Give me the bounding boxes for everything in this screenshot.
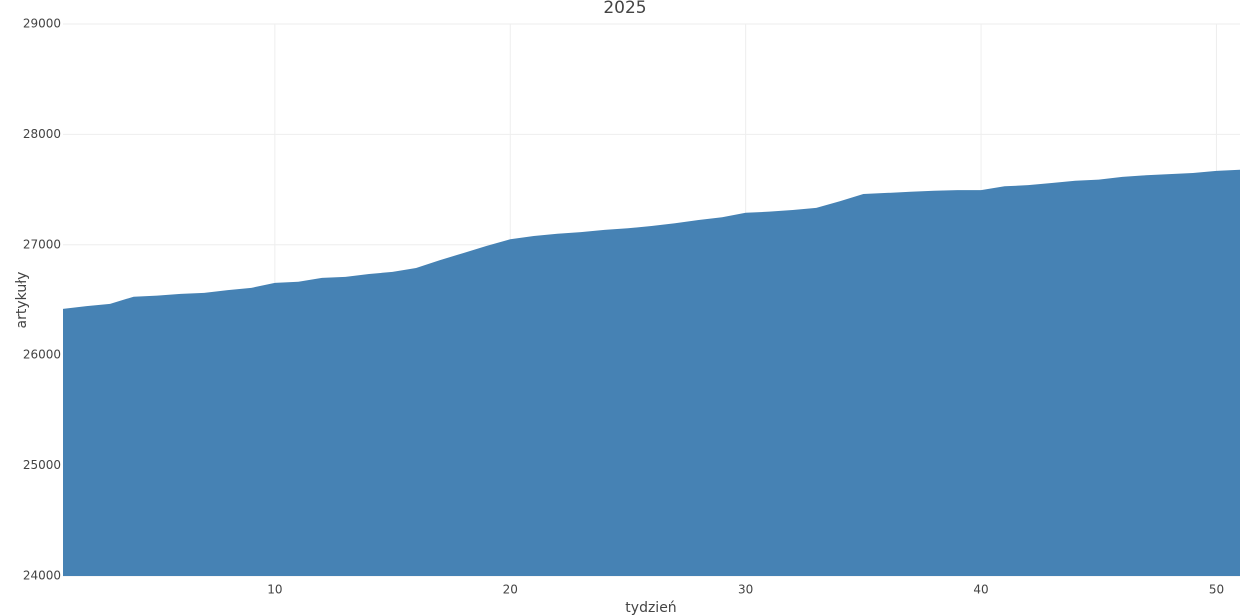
x-axis-title: tydzień bbox=[625, 600, 676, 616]
x-tick-label: 50 bbox=[1209, 583, 1224, 597]
chart-title: 2025 bbox=[603, 0, 646, 18]
x-tick-label: 30 bbox=[738, 583, 753, 597]
y-tick-label: 24000 bbox=[23, 569, 61, 583]
x-tick-label: 10 bbox=[267, 583, 282, 597]
y-tick-label: 28000 bbox=[23, 127, 61, 141]
y-tick-label: 29000 bbox=[23, 17, 61, 31]
area bbox=[63, 169, 1240, 576]
y-tick-label: 26000 bbox=[23, 348, 61, 362]
y-tick-label: 27000 bbox=[23, 237, 61, 251]
x-tick-label: 40 bbox=[973, 583, 988, 597]
y-tick-label: 25000 bbox=[23, 458, 61, 472]
y-axis-title: artykuły bbox=[14, 272, 30, 329]
x-tick-label: 20 bbox=[503, 583, 518, 597]
